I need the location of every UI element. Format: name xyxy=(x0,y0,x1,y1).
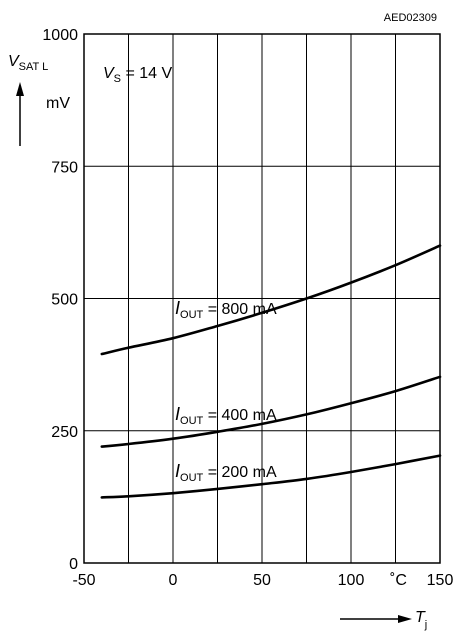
x-axis-arrow xyxy=(340,615,412,623)
series-group: IOUT = 800 mA IOUT = 400 mA IOUT = 200 mA xyxy=(100,244,442,499)
condition-label: VS = 14 V xyxy=(103,65,172,85)
series-label-3: IOUT = 200 mA xyxy=(175,461,277,484)
x-axis-var: T xyxy=(415,609,426,626)
y-axis-unit: mV xyxy=(46,95,70,112)
condition-var: V xyxy=(103,65,115,82)
x-axis-unit: ˚C xyxy=(390,572,407,589)
y-tick-label: 500 xyxy=(51,292,78,309)
series-label-2: IOUT = 400 mA xyxy=(175,404,277,427)
series-line-2 xyxy=(100,375,442,448)
y-axis-sub: SAT L xyxy=(19,61,49,73)
series-line-3 xyxy=(100,454,442,499)
x-axis-label: Tj xyxy=(415,609,427,631)
x-tick-label: 150 xyxy=(427,572,454,589)
x-tick-label: -50 xyxy=(72,572,95,589)
x-tick-label: 0 xyxy=(169,572,178,589)
series-label-1: IOUT = 800 mA xyxy=(175,298,277,321)
condition-sub: S xyxy=(114,73,121,85)
plot-frame xyxy=(83,33,441,564)
y-axis-arrow xyxy=(16,82,24,146)
y-tick-label: 250 xyxy=(51,424,78,441)
condition-rest: = 14 V xyxy=(121,65,172,82)
x-tick-label: 50 xyxy=(253,572,271,589)
y-axis-var: V xyxy=(8,53,20,70)
y-tick-label: 750 xyxy=(51,159,78,176)
y-tick-label: 0 xyxy=(69,556,78,573)
y-tick-label: 1000 xyxy=(42,27,78,44)
series-line-1 xyxy=(100,244,442,356)
x-axis-sub: j xyxy=(424,619,427,631)
x-tick-label: 100 xyxy=(338,572,365,589)
figure-code: AED02309 xyxy=(384,12,437,24)
y-axis-label: VSAT L xyxy=(8,53,48,73)
